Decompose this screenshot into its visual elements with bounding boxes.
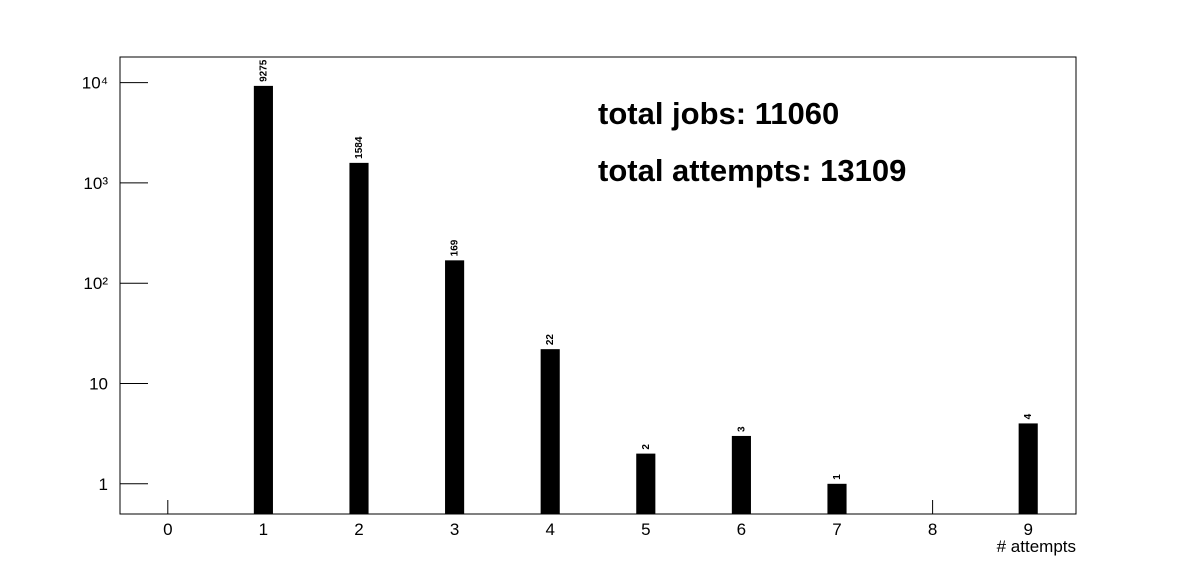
bar [349,162,369,514]
y-tick-label: 10² [83,274,108,293]
y-tick-label: 10³ [83,174,108,193]
bar [827,483,847,514]
x-tick-label: 5 [641,520,650,539]
frame [119,56,1077,515]
y-tick-label: 1 [99,475,108,494]
y-tick-label: 10⁴ [82,74,108,93]
value-label: 3 [736,426,747,432]
bar [253,85,273,515]
x-tick-label: 4 [545,520,554,539]
value-label: 4 [1023,413,1034,419]
bar [540,349,560,514]
x-axis-label: # attempts [997,537,1076,556]
x-tick-label: 8 [928,520,937,539]
value-label: 1584 [354,136,365,159]
bar [445,260,465,514]
annotation: total attempts: 13109 [598,153,906,188]
x-tick-label: 0 [163,520,172,539]
x-tick-label: 6 [737,520,746,539]
bar [731,435,751,514]
x-tick-label: 9 [1023,520,1032,539]
x-tick-label: 2 [354,520,363,539]
value-label: 9275 [258,59,269,82]
value-label: 2 [641,444,652,450]
annotation: total jobs: 11060 [598,96,839,131]
value-label: 1 [832,474,843,480]
bar [636,453,656,514]
x-tick-label: 3 [450,520,459,539]
x-tick-label: 1 [259,520,268,539]
y-tick-label: 10 [89,375,108,394]
x-tick-label: 7 [832,520,841,539]
bar [1018,423,1038,514]
value-label: 22 [545,334,556,346]
value-label: 169 [450,239,461,256]
